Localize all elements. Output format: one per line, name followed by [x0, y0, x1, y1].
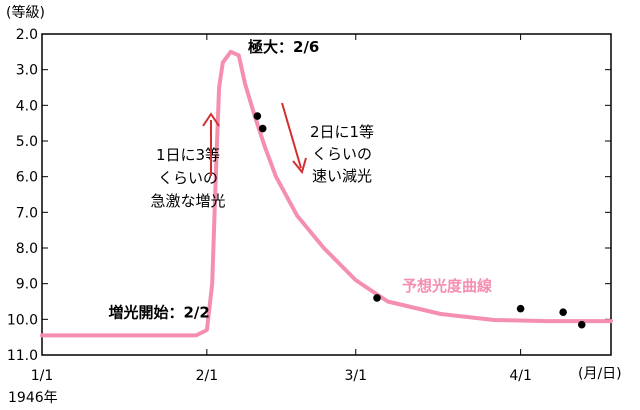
predicted-light-curve [40, 49, 613, 338]
decline-arrow-head [292, 157, 307, 175]
observation-point [258, 124, 267, 133]
annotation-decline-line: 2日に1等 [310, 123, 374, 141]
rise-arrow-head [202, 112, 220, 127]
y-tick-label: 11.0 [7, 348, 38, 364]
legend-predicted-curve-label: 予想光度曲線 [402, 277, 492, 295]
x-tick-label: 4/1 [509, 368, 532, 384]
annotation-rise-line: 1日に3等 [156, 146, 220, 164]
annotation-maximum: 極大：2/6 [247, 38, 319, 56]
y-tick-label: 8.0 [16, 241, 38, 257]
x-axis: 1/1 2/1 3/1 4/1 [31, 34, 532, 384]
annotation-rise-line: 急激な増光 [150, 192, 225, 210]
observation-point [516, 304, 525, 313]
y-tick-label: 5.0 [16, 134, 38, 150]
y-tick-label: 2.0 [16, 27, 38, 43]
annotation-rise-line: くらいの [158, 169, 218, 187]
x-axis-label: (月/日) [578, 366, 622, 382]
y-tick-label: 4.0 [16, 98, 38, 114]
observation-point [577, 320, 586, 329]
x-tick-label: 2/1 [196, 368, 219, 384]
annotation-decline-line: 速い減光 [312, 167, 372, 185]
annotation-decline-line: くらいの [312, 145, 372, 163]
observation-point [559, 308, 567, 317]
y-axis-label: (等級) [6, 4, 45, 21]
observation-point [253, 112, 262, 120]
observation-point [373, 294, 381, 302]
annotation-brightening-start: 増光開始：2/2 [108, 303, 209, 321]
y-tick-label: 7.0 [16, 205, 38, 221]
decline-arrow-shaft [281, 102, 302, 169]
y-axis: 2.0 3.0 4.0 5.0 6.0 7.0 8.0 9.0 10.0 11.0 [7, 27, 611, 364]
plot-frame [41, 33, 612, 356]
year-label: 1946年 [8, 390, 58, 406]
observation-points [253, 112, 586, 329]
y-tick-label: 3.0 [16, 63, 38, 79]
annotations: 極大：2/6増光開始：2/21日に3等くらいの急激な増光2日に1等くらいの速い減… [108, 38, 492, 322]
y-tick-label: 9.0 [16, 277, 38, 293]
y-tick-label: 10.0 [7, 312, 38, 328]
y-tick-label: 6.0 [16, 170, 38, 186]
x-tick-label: 3/1 [344, 368, 367, 384]
x-tick-label: 1/1 [31, 368, 54, 384]
series-layer [40, 49, 613, 338]
